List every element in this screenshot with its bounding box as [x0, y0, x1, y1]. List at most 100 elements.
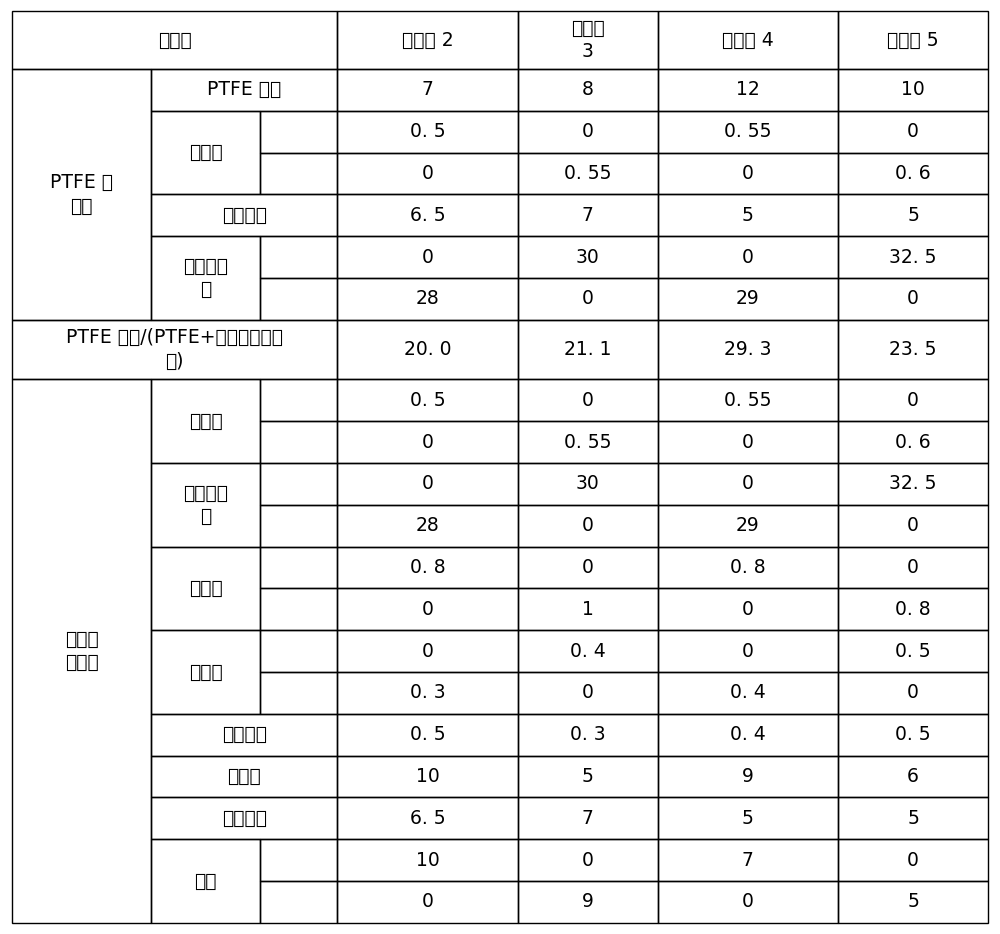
Text: 0. 4: 0. 4	[570, 642, 606, 660]
Text: PTFE 微粉: PTFE 微粉	[207, 80, 282, 99]
Text: 7: 7	[582, 205, 594, 225]
Text: 6: 6	[907, 767, 919, 786]
Text: 5: 5	[907, 205, 919, 225]
Text: 0. 6: 0. 6	[895, 432, 931, 452]
Text: 10: 10	[416, 851, 440, 870]
Text: 混合溶剂: 混合溶剂	[222, 809, 267, 828]
Text: 29: 29	[736, 517, 760, 535]
Text: 5: 5	[907, 892, 919, 912]
Text: 0: 0	[742, 248, 754, 266]
Text: 0: 0	[422, 474, 434, 493]
Text: 0: 0	[907, 390, 919, 410]
Text: 7: 7	[422, 80, 434, 99]
Text: 32. 5: 32. 5	[889, 474, 937, 493]
Text: 10: 10	[901, 80, 925, 99]
Text: 8: 8	[582, 80, 594, 99]
Text: 不粘涂
料母料: 不粘涂 料母料	[65, 630, 99, 672]
Text: 0. 8: 0. 8	[410, 558, 446, 577]
Text: 1: 1	[582, 600, 594, 619]
Text: 0. 55: 0. 55	[564, 432, 612, 452]
Text: 0. 55: 0. 55	[564, 164, 612, 183]
Text: 0: 0	[742, 164, 754, 183]
Text: 0: 0	[742, 892, 754, 912]
Text: 0. 8: 0. 8	[730, 558, 766, 577]
Text: 28: 28	[416, 517, 440, 535]
Text: 0: 0	[907, 517, 919, 535]
Text: 10: 10	[416, 767, 440, 786]
Text: 分散剂: 分散剂	[189, 412, 223, 431]
Text: 28: 28	[416, 290, 440, 308]
Text: PTFE 分
散液: PTFE 分 散液	[50, 173, 113, 216]
Text: 0: 0	[907, 558, 919, 577]
Text: 0: 0	[582, 684, 594, 702]
Text: 颜料: 颜料	[194, 871, 217, 890]
Text: 0. 4: 0. 4	[730, 684, 766, 702]
Text: 0. 3: 0. 3	[570, 725, 606, 744]
Text: 9: 9	[582, 892, 594, 912]
Text: 30: 30	[576, 248, 600, 266]
Text: 0: 0	[742, 474, 754, 493]
Text: 0: 0	[582, 390, 594, 410]
Text: 实施例 2: 实施例 2	[402, 31, 454, 50]
Text: 流平剂: 流平剂	[189, 579, 223, 598]
Text: 29: 29	[736, 290, 760, 308]
Text: 9: 9	[742, 767, 754, 786]
Text: 0: 0	[422, 248, 434, 266]
Text: 0: 0	[422, 892, 434, 912]
Text: 0. 5: 0. 5	[895, 725, 931, 744]
Text: 0. 8: 0. 8	[895, 600, 931, 619]
Text: 0. 4: 0. 4	[730, 725, 766, 744]
Text: 0. 5: 0. 5	[410, 390, 446, 410]
Text: 0: 0	[907, 290, 919, 308]
Text: 0: 0	[582, 851, 594, 870]
Text: 0: 0	[742, 432, 754, 452]
Text: 0. 5: 0. 5	[410, 725, 446, 744]
Text: 0. 5: 0. 5	[410, 122, 446, 141]
Text: 0: 0	[582, 290, 594, 308]
Text: 消泡剂: 消泡剂	[189, 662, 223, 682]
Text: 混合溶剂: 混合溶剂	[222, 205, 267, 225]
Text: 0: 0	[907, 684, 919, 702]
Text: 0: 0	[422, 642, 434, 660]
Text: 不粘助剂: 不粘助剂	[222, 725, 267, 744]
Text: 0. 55: 0. 55	[724, 122, 772, 141]
Text: 0: 0	[907, 122, 919, 141]
Text: 5: 5	[907, 809, 919, 828]
Text: 0: 0	[422, 164, 434, 183]
Text: 6. 5: 6. 5	[410, 205, 446, 225]
Text: 滑石粉: 滑石粉	[228, 767, 261, 786]
Text: 7: 7	[582, 809, 594, 828]
Text: 0: 0	[582, 558, 594, 577]
Text: 有机硅树
脂: 有机硅树 脂	[183, 257, 228, 299]
Text: 0: 0	[742, 642, 754, 660]
Text: 0. 6: 0. 6	[895, 164, 931, 183]
Text: 0: 0	[742, 600, 754, 619]
Text: 29. 3: 29. 3	[724, 340, 772, 359]
Text: 实施例 4: 实施例 4	[722, 31, 774, 50]
Text: 5: 5	[742, 205, 754, 225]
Text: 0: 0	[422, 432, 434, 452]
Text: 30: 30	[576, 474, 600, 493]
Text: PTFE 微粉/(PTFE+分散液中的树
脂): PTFE 微粉/(PTFE+分散液中的树 脂)	[66, 329, 283, 371]
Text: 实施例: 实施例	[158, 31, 192, 50]
Text: 21. 1: 21. 1	[564, 340, 612, 359]
Text: 23. 5: 23. 5	[889, 340, 937, 359]
Text: 12: 12	[736, 80, 760, 99]
Text: 0. 3: 0. 3	[410, 684, 446, 702]
Text: 0: 0	[907, 851, 919, 870]
Text: 0: 0	[582, 517, 594, 535]
Text: 6. 5: 6. 5	[410, 809, 446, 828]
Text: 0. 5: 0. 5	[895, 642, 931, 660]
Text: 0. 55: 0. 55	[724, 390, 772, 410]
Text: 5: 5	[582, 767, 594, 786]
Text: 实施例
3: 实施例 3	[571, 19, 605, 62]
Text: 20. 0: 20. 0	[404, 340, 451, 359]
Text: 7: 7	[742, 851, 754, 870]
Text: 0: 0	[582, 122, 594, 141]
Text: 分散剂: 分散剂	[189, 143, 223, 162]
Text: 5: 5	[742, 809, 754, 828]
Text: 32. 5: 32. 5	[889, 248, 937, 266]
Text: 实施例 5: 实施例 5	[887, 31, 939, 50]
Text: 0: 0	[422, 600, 434, 619]
Text: 有机硅树
脂: 有机硅树 脂	[183, 484, 228, 526]
